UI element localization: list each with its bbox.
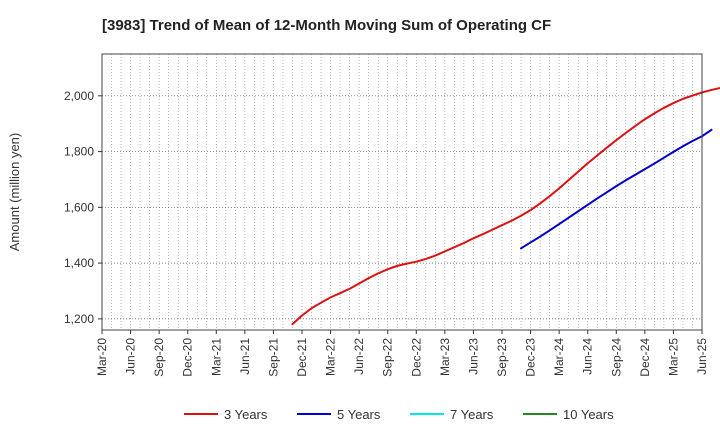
x-tick-label: Mar-25	[666, 338, 680, 376]
x-tick-label: Jun-21	[238, 338, 252, 375]
y-tick-label: 1,400	[64, 256, 94, 270]
x-tick-label: Mar-20	[95, 338, 109, 376]
legend: 3 Years 5 Years 7 Years 10 Years	[184, 407, 614, 422]
y-tick-label: 1,200	[64, 312, 94, 326]
chart-title: [3983] Trend of Mean of 12-Month Moving …	[102, 17, 551, 34]
x-tick-label: Sep-20	[152, 338, 166, 377]
x-tick-label: Sep-22	[381, 338, 395, 377]
x-tick-label: Dec-22	[409, 338, 423, 377]
plot-border	[101, 53, 703, 331]
series-line-3-years	[291, 86, 720, 326]
x-tick-label: Dec-23	[524, 338, 538, 377]
legend-label-10-years: 10 Years	[563, 407, 614, 422]
x-tick-label: Sep-21	[266, 338, 280, 377]
legend-label-3-years: 3 Years	[224, 407, 268, 422]
x-tick-label: Mar-24	[552, 338, 566, 376]
y-tick-label: 1,600	[64, 200, 94, 214]
legend-label-5-years: 5 Years	[337, 407, 381, 422]
y-tick-label: 2,000	[64, 89, 94, 103]
x-tick-label: Jun-24	[581, 338, 595, 375]
x-tick-label: Dec-24	[638, 338, 652, 377]
x-tick-label: Jun-25	[695, 338, 709, 375]
legend-label-7-years: 7 Years	[450, 407, 494, 422]
plot-area: 1,200 1,400 1,600 1,800 2,000 Mar-20 Jun-20 Sep…	[64, 53, 720, 377]
x-tick-label: Dec-21	[295, 338, 309, 377]
y-tick-label: 1,800	[64, 145, 94, 159]
x-tick-label: Mar-21	[209, 338, 223, 376]
x-tick-label: Sep-23	[495, 338, 509, 377]
y-axis-label: Amount (million yen)	[7, 133, 22, 252]
x-tick-label: Dec-20	[181, 338, 195, 377]
x-tick-label: Jun-20	[124, 338, 138, 375]
x-tick-label: Jun-23	[466, 338, 480, 375]
series-line-5-years	[520, 128, 713, 250]
x-tick-label: Mar-23	[438, 338, 452, 376]
x-tick-label: Sep-24	[609, 338, 623, 377]
x-tick-label: Mar-22	[324, 338, 338, 376]
plot-background	[102, 54, 702, 330]
x-tick-label: Jun-22	[352, 338, 366, 375]
